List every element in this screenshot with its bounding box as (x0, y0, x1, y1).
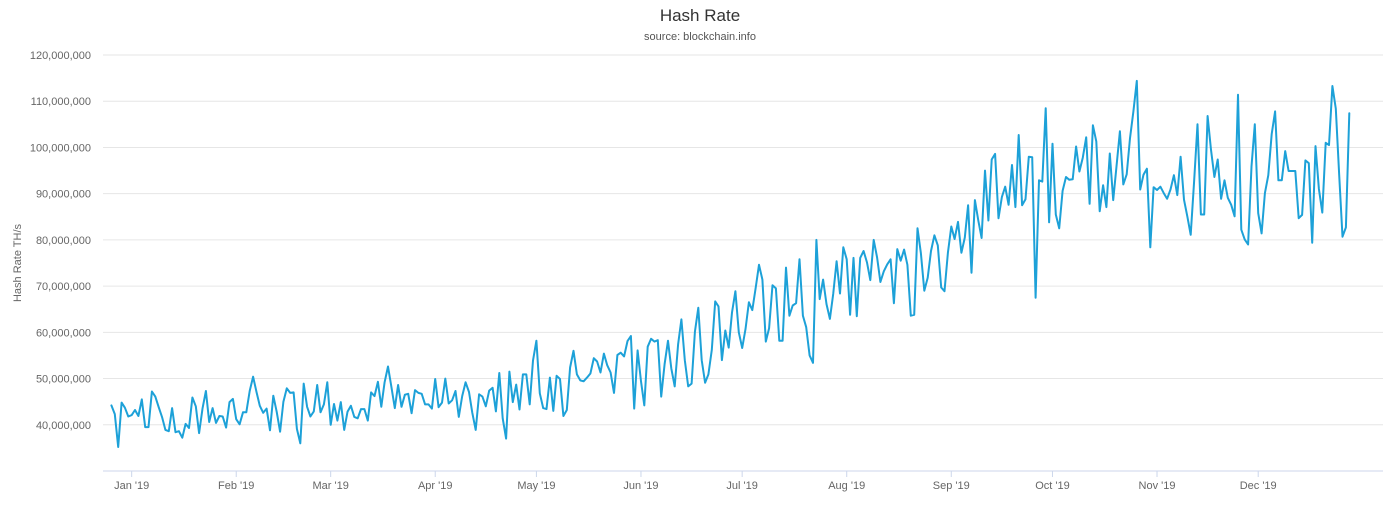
x-tick-label: Jun '19 (623, 480, 658, 492)
y-tick-label: 50,000,000 (36, 374, 91, 386)
y-tick-label: 40,000,000 (36, 420, 91, 432)
x-tick-label: May '19 (517, 480, 555, 492)
y-tick-label: 110,000,000 (31, 96, 91, 108)
chart-subtitle: source: blockchain.info (644, 31, 756, 43)
x-tick-label: Feb '19 (218, 480, 254, 492)
chart-title: Hash Rate (659, 6, 741, 25)
x-tick-label: Mar '19 (312, 480, 348, 492)
x-tick-label: Apr '19 (418, 480, 453, 492)
y-axis-title: Hash Rate TH/s (12, 223, 24, 302)
x-tick-label: Dec '19 (1240, 480, 1277, 492)
y-tick-label: 80,000,000 (36, 235, 91, 247)
x-tick-label: Jul '19 (726, 480, 757, 492)
y-tick-label: 120,000,000 (30, 50, 91, 62)
x-tick-label: Sep '19 (933, 480, 970, 492)
series-line-0 (110, 79, 1351, 448)
x-tick-label: Jan '19 (114, 480, 149, 492)
y-tick-label: 100,000,000 (30, 142, 91, 154)
y-tick-label: 60,000,000 (36, 327, 91, 339)
x-tick-label: Aug '19 (828, 480, 865, 492)
y-tick-label: 70,000,000 (36, 281, 91, 293)
y-tick-label: 90,000,000 (36, 189, 91, 201)
x-tick-label: Nov '19 (1139, 480, 1176, 492)
x-tick-label: Oct '19 (1035, 480, 1070, 492)
